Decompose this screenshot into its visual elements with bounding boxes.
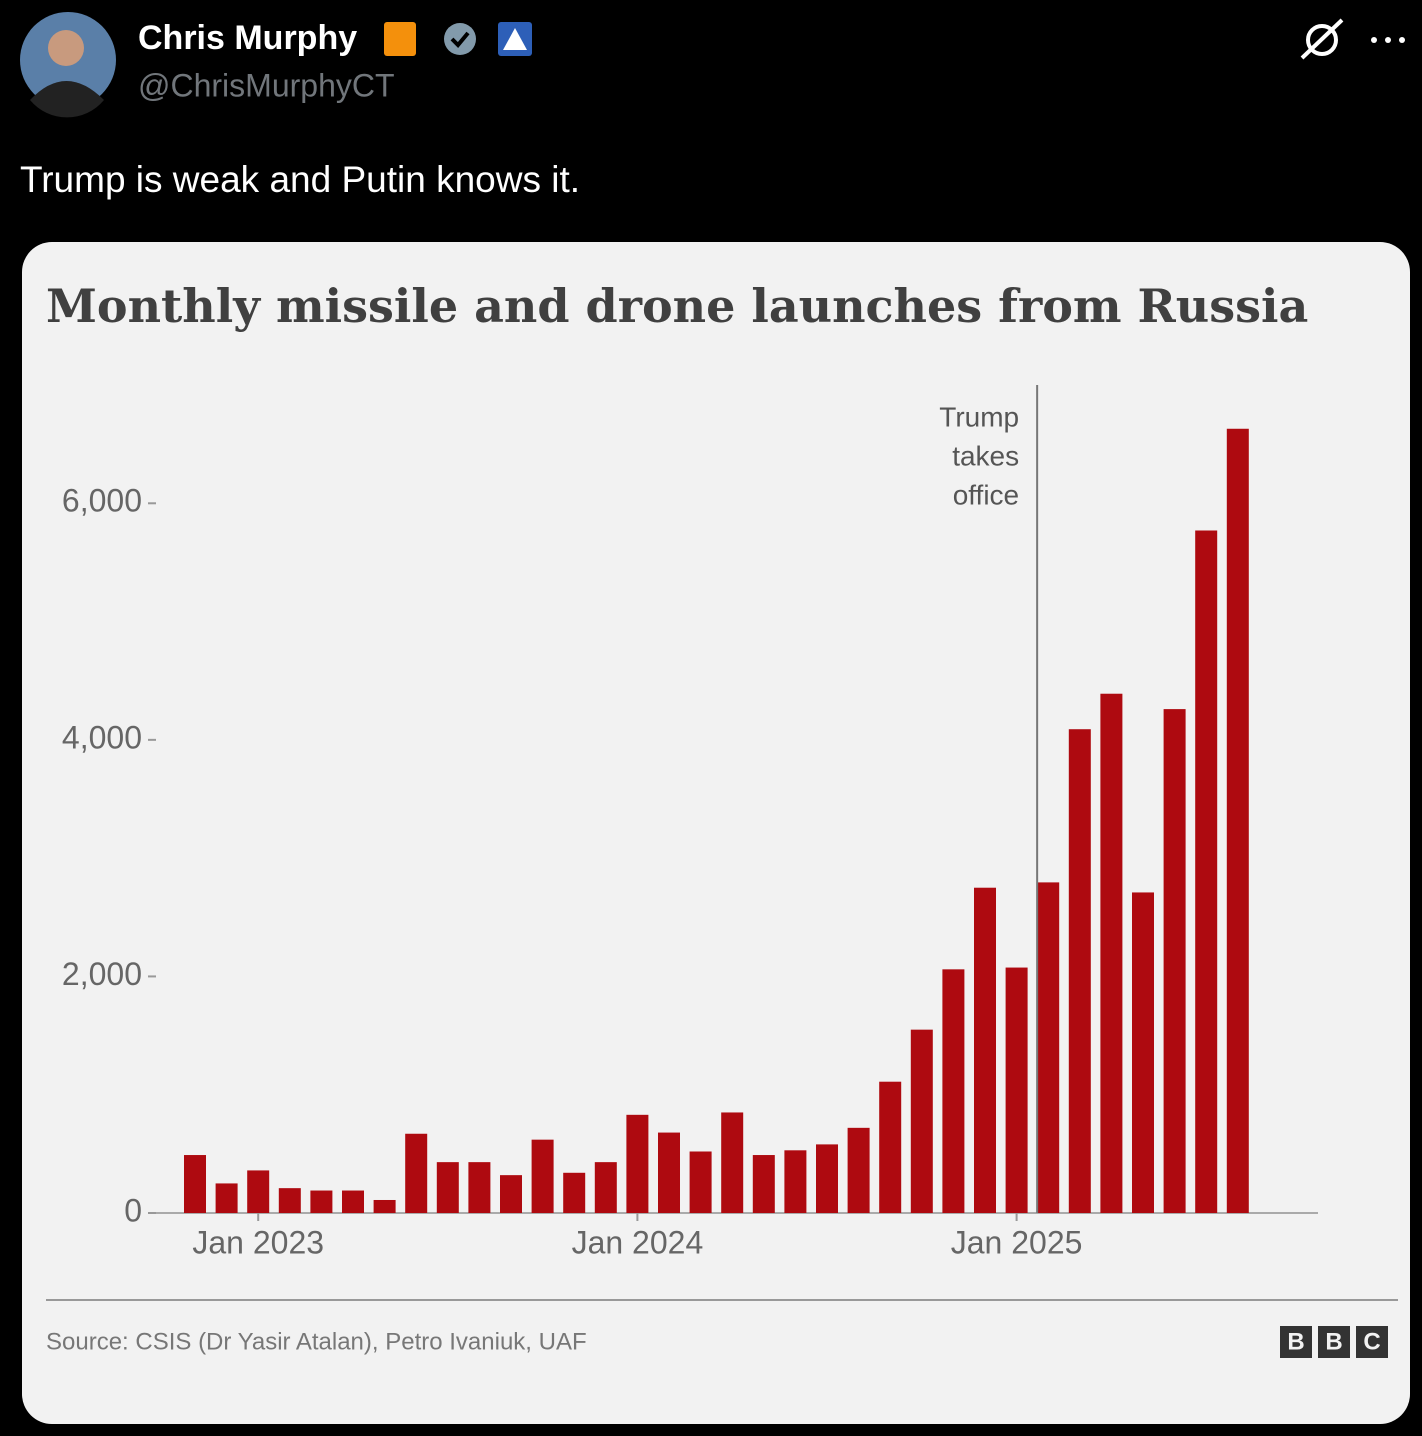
grok-circle: [1306, 24, 1338, 56]
dot: [1399, 37, 1405, 43]
x-tick-label: Jan 2023: [192, 1224, 324, 1260]
annotation-text: Trump: [939, 401, 1019, 432]
y-tick-label: 2,000: [62, 956, 142, 992]
dot: [1385, 37, 1391, 43]
bar: [373, 1199, 396, 1213]
annotation-text: office: [953, 479, 1019, 510]
logo-box: [1280, 1326, 1312, 1358]
logo-letter: B: [1325, 1328, 1342, 1355]
bar: [910, 1029, 933, 1213]
source: Source: CSIS (Dr Yasir Atalan), Petro Iv…: [46, 1328, 587, 1355]
bar: [1037, 882, 1060, 1213]
bar: [500, 1175, 522, 1213]
bar: [310, 1190, 333, 1213]
avatar-face: [48, 30, 84, 66]
bar: [689, 1151, 712, 1213]
tweet-text: Trump is weak and Putin knows it.: [20, 159, 580, 200]
annotation-text: takes: [952, 440, 1019, 471]
verified-badge: [444, 23, 476, 55]
verified-check: [450, 31, 470, 48]
avatar-suit: [30, 81, 104, 118]
user-handle[interactable]: @ChrisMurphyCT: [138, 67, 395, 103]
chart-title: Monthly missile and drone launches from …: [46, 279, 1308, 333]
bar: [1163, 709, 1186, 1213]
avatar[interactable]: [20, 12, 116, 118]
bar: [1195, 530, 1218, 1213]
bar: [816, 1144, 838, 1213]
dot: [1371, 37, 1377, 43]
bar: [247, 1170, 270, 1213]
bar: [847, 1127, 870, 1213]
user-name[interactable]: Chris Murphy: [138, 19, 357, 57]
bar: [721, 1112, 744, 1213]
more-menu[interactable]: [1371, 37, 1405, 43]
bar: [1005, 967, 1028, 1213]
y-tick-label: 4,000: [62, 719, 142, 755]
bar: [658, 1132, 680, 1213]
bar: [1132, 892, 1154, 1213]
bar: [184, 1155, 206, 1213]
bar: [215, 1183, 238, 1213]
bar: [879, 1081, 902, 1213]
bar: [278, 1188, 301, 1213]
logo-letter: C: [1363, 1328, 1380, 1355]
x-tick-label: Jan 2024: [572, 1224, 704, 1260]
chart-card[interactable]: [22, 242, 1410, 1424]
logo-letter: B: [1287, 1328, 1304, 1355]
bar: [436, 1162, 459, 1213]
bar: [1068, 729, 1091, 1213]
bar: [468, 1162, 491, 1213]
bar: [594, 1162, 617, 1213]
grok-icon[interactable]: [1300, 18, 1344, 60]
affiliation-badge: [384, 22, 416, 56]
bar: [563, 1172, 586, 1213]
bar: [974, 887, 996, 1213]
bar: [626, 1114, 649, 1213]
bar: [531, 1139, 554, 1213]
bar: [342, 1190, 364, 1213]
y-tick-label: 0: [124, 1192, 142, 1228]
bar: [784, 1150, 807, 1213]
bar: [405, 1133, 428, 1213]
bar: [942, 969, 965, 1213]
grok-slash: [1300, 18, 1344, 60]
bar: [752, 1155, 775, 1213]
org-icon: [503, 28, 527, 50]
x-tick-label: Jan 2025: [951, 1224, 1083, 1260]
logo-box: [1356, 1326, 1388, 1358]
bar: [1100, 693, 1123, 1213]
y-tick-label: 6,000: [62, 483, 142, 519]
bar: [1226, 428, 1249, 1213]
logo-box: [1318, 1326, 1350, 1358]
